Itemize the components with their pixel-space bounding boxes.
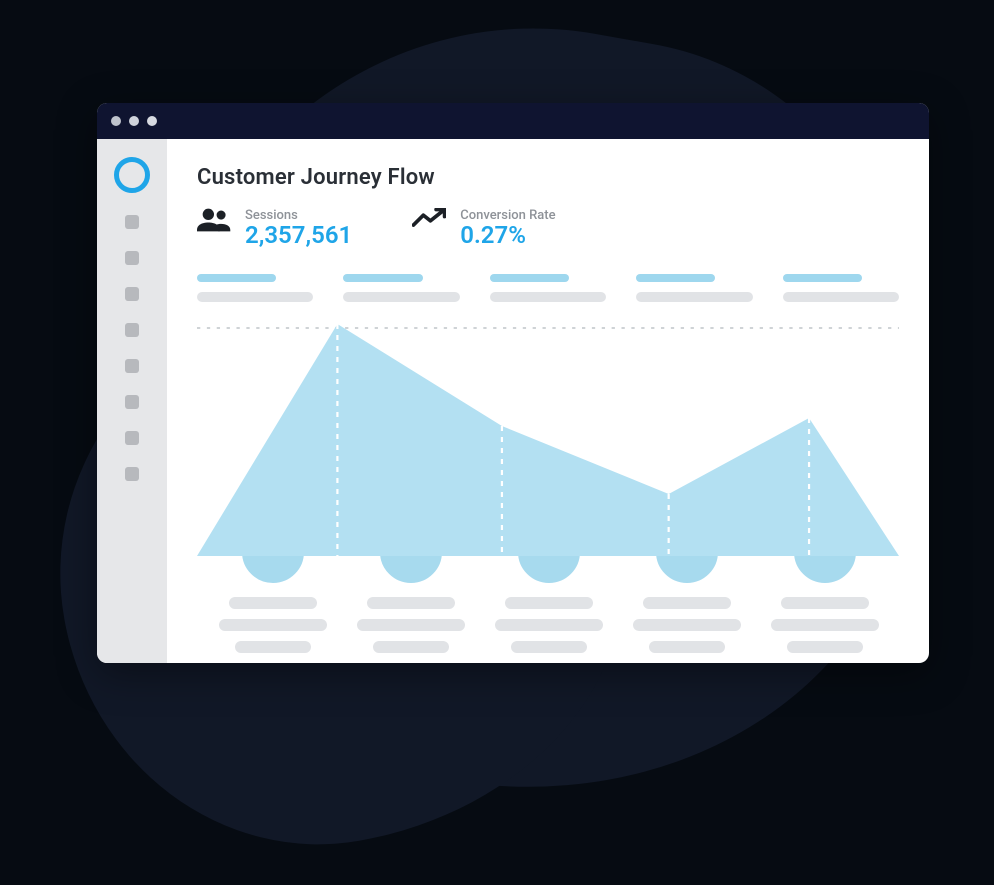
step-header [343,274,459,302]
sidebar-item[interactable] [125,251,139,265]
sidebar-item[interactable] [125,431,139,445]
stat-sessions-value: 2,357,561 [245,223,352,248]
step-title-placeholder [636,274,715,282]
step-line-placeholder [229,597,317,609]
sidebar-item[interactable] [125,323,139,337]
step-header [197,274,313,302]
stats-row: Sessions 2,357,561 Conversion Rate 0.27% [197,208,899,248]
main-content: Customer Journey Flow Sessions 2,357,561 [167,139,929,663]
window-control-maximize[interactable] [147,116,157,126]
step-line-placeholder [235,641,311,653]
step-subtitle-placeholder [636,292,752,302]
step-line-placeholder [787,641,863,653]
page-title: Customer Journey Flow [197,165,899,190]
journey-chart [197,318,899,553]
step-line-placeholder [649,641,725,653]
window-titlebar [97,103,929,139]
window-control-minimize[interactable] [129,116,139,126]
journey-area-chart [197,318,899,558]
step-line-placeholder [495,619,603,631]
step-title-placeholder [343,274,422,282]
sidebar-item[interactable] [125,215,139,229]
step-line-placeholder [781,597,869,609]
people-icon [197,208,231,236]
app-logo-icon[interactable] [114,157,150,193]
step-line-placeholder [219,619,327,631]
stat-sessions: Sessions 2,357,561 [197,208,352,248]
stat-conversion-value: 0.27% [460,223,555,248]
stat-conversion: Conversion Rate 0.27% [412,208,555,248]
step-line-placeholder [771,619,879,631]
step-line-placeholder [373,641,449,653]
app-window: Customer Journey Flow Sessions 2,357,561 [97,103,929,663]
step-title-placeholder [490,274,569,282]
step-line-placeholder [633,619,741,631]
sidebar [97,139,167,663]
sidebar-item[interactable] [125,395,139,409]
sidebar-item[interactable] [125,467,139,481]
step-title-placeholder [197,274,276,282]
step-line-placeholder [511,641,587,653]
step-line-placeholder [643,597,731,609]
step-line-placeholder [367,597,455,609]
window-control-close[interactable] [111,116,121,126]
step-subtitle-placeholder [197,292,313,302]
step-subtitle-placeholder [343,292,459,302]
step-header [490,274,606,302]
step-subtitle-placeholder [783,292,899,302]
sidebar-item[interactable] [125,359,139,373]
step-title-placeholder [783,274,862,282]
step-line-placeholder [505,597,593,609]
step-header [636,274,752,302]
step-headers [197,274,899,302]
sidebar-item[interactable] [125,287,139,301]
step-line-placeholder [357,619,465,631]
step-subtitle-placeholder [490,292,606,302]
trend-up-icon [412,208,446,236]
step-header [783,274,899,302]
